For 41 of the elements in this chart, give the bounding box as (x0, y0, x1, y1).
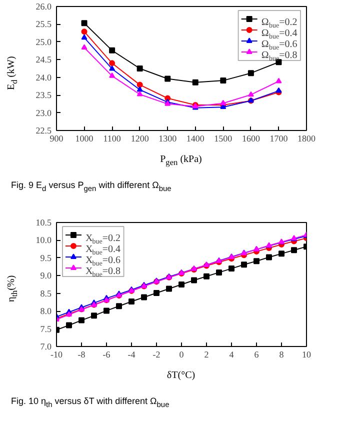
x-tick-label: 900 (50, 134, 64, 144)
y-tick-label: 24.0 (36, 72, 52, 82)
y-tick-label: 10.0 (36, 235, 52, 246)
y-tick-label: 26.0 (36, 2, 52, 12)
y-tick-label: 25.0 (36, 36, 52, 47)
x-tick-label: -4 (128, 350, 136, 360)
x-tick-label: 1500 (214, 134, 233, 144)
y-tick-label: 7.5 (40, 324, 52, 334)
x-axis-title: P$_{gen}$ (kPa) (159, 153, 203, 169)
x-tick-label: 6 (254, 350, 260, 360)
x-tick-label: -6 (102, 350, 111, 360)
y-tick-label: 22.5 (36, 126, 52, 136)
x-tick-label: 1600 (242, 134, 260, 144)
x-axis-title: δT(°C) (166, 369, 196, 383)
x-tick-label: 0 (179, 350, 184, 360)
y-tick-label: 23.0 (36, 108, 52, 118)
y-tick-label: 7.0 (40, 342, 52, 352)
x-tick-label: 1700 (270, 134, 288, 144)
x-tick-label: -2 (152, 350, 160, 360)
y-tick-label: 9.0 (40, 270, 52, 281)
x-tick-label: 2 (204, 350, 209, 360)
x-tick-label: 1200 (130, 134, 150, 144)
y-tick-label: 24.5 (36, 54, 52, 65)
x-tick-label: 8 (279, 350, 284, 360)
y-tick-label: 25.5 (36, 19, 52, 30)
y-tick-label: 10.5 (36, 218, 52, 228)
y-tick-label: 8.0 (40, 306, 52, 316)
x-tick-label: 10 (302, 350, 312, 360)
text: Fig. 9 E$_{d}$ versus P$_{gen}$ with different Ω$_{bue}$ (11, 179, 172, 194)
x-tick-label: 1100 (103, 134, 122, 144)
x-tick-label: 4 (229, 350, 234, 360)
x-tick-label: 1300 (158, 134, 178, 144)
x-tick-label: -10 (50, 350, 63, 360)
y-tick-label: 23.5 (36, 90, 52, 100)
y-tick-label: 9.5 (40, 252, 52, 263)
x-tick-label: -8 (78, 350, 86, 360)
x-tick-label: 1400 (186, 134, 205, 144)
y-tick-label: 8.5 (40, 288, 52, 298)
x-tick-label: 1000 (75, 134, 94, 144)
text: Fig. 10 η$_{th}$ versus δT with different Ω$_{bue}$ (11, 395, 170, 410)
x-tick-label: 1800 (298, 134, 316, 144)
